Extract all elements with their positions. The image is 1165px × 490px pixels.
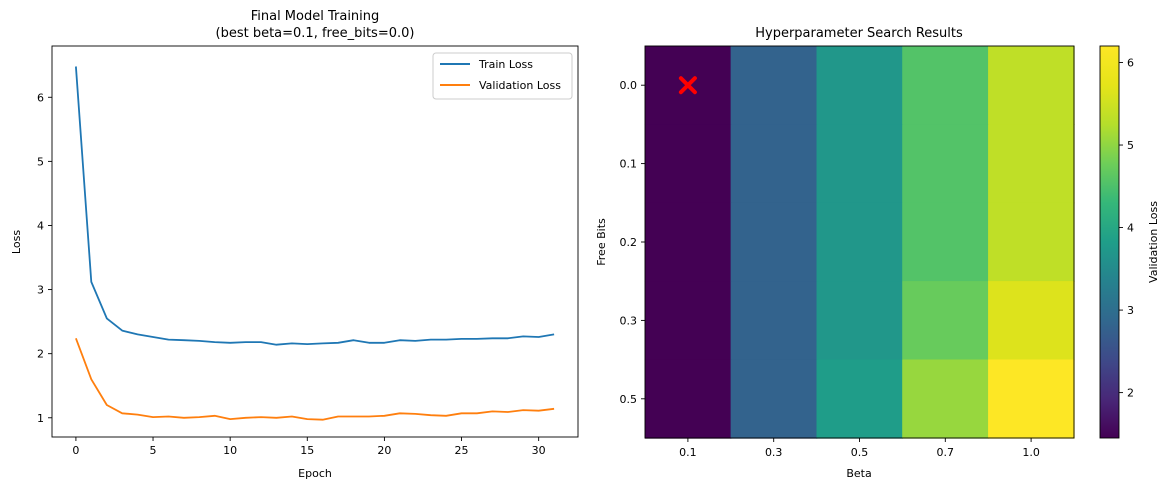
heatmap-cell [988,124,1075,204]
x-tick-label: 10 [223,444,237,457]
colorbar-ticks: 2 3 4 5 6 [1119,57,1134,400]
y-tick-label: 2 [37,348,44,361]
line-chart-x-label: Epoch [298,467,332,480]
hyperparameter-heatmap: Hyperparameter Search Results 0.1 0.3 0.5 0… [595,26,1075,480]
colorbar-label: Validation Loss [1147,201,1160,283]
line-chart-y-label: Loss [10,230,23,254]
colorbar-tick-label: 6 [1127,57,1134,70]
colorbar-gradient [1099,45,1120,439]
line-chart-legend: Train Loss Validation Loss [432,52,573,100]
heatmap-cell [988,359,1075,439]
heatmap-cell [730,202,818,282]
x-tick-label: 0 [72,444,79,457]
heatmap-title: Hyperparameter Search Results [755,26,963,41]
heatmap-y-tick-label: 0.0 [620,79,638,92]
heatmap-cell [730,124,818,204]
x-tick-label: 15 [300,444,314,457]
heatmap-cell [730,281,818,361]
x-tick-label: 5 [150,444,157,457]
x-tick-label: 30 [532,444,546,457]
colorbar-tick-label: 5 [1127,139,1134,152]
heatmap-x-tick-label: 0.1 [679,446,697,459]
heatmap-cell [644,281,732,361]
line-chart-subtitle: (best beta=0.1, free_bits=0.0) [216,26,415,41]
heatmap-y-tick-label: 0.3 [620,314,638,327]
heatmap-cell [902,359,989,439]
heatmap-cell [816,124,904,204]
heatmap-cell [816,281,904,361]
heatmap-y-ticks: 0.0 0.1 0.2 0.3 0.5 [620,79,645,406]
best-marker-stroke [678,76,697,95]
heatmap-cell [902,202,989,282]
heatmap-cell [644,359,732,439]
heatmap-x-tick-label: 1.0 [1022,446,1040,459]
heatmap-cell [902,45,989,126]
line-chart-plot-frame [51,45,579,438]
heatmap-y-tick-label: 0.1 [620,158,638,171]
line-chart-series [75,66,555,421]
legend-label-train: Train Loss [478,58,533,71]
heatmap-cell [816,45,904,126]
heatmap-cell [988,45,1075,126]
colorbar: 2 3 4 5 6 Validation Loss [1099,45,1160,439]
colorbar-tick-label: 2 [1127,387,1134,400]
heatmap-cells [644,45,1075,439]
heatmap-cell [816,202,904,282]
colorbar-tick-label: 3 [1127,304,1134,317]
colorbar-tick-label: 4 [1127,222,1134,235]
x-tick-label: 25 [455,444,469,457]
line-chart-y-ticks: 1 2 3 4 5 6 [37,91,52,425]
y-tick-label: 3 [37,284,44,297]
series-line-0 [75,66,555,346]
heatmap-x-tick-label: 0.7 [937,446,955,459]
heatmap-x-label: Beta [846,467,871,480]
series-line-1 [75,337,555,421]
y-tick-label: 4 [37,219,44,232]
training-loss-chart: Final Model Training (best beta=0.1, fre… [10,9,579,480]
heatmap-cell [902,281,989,361]
heatmap-cell [988,281,1075,361]
heatmap-cell [816,359,904,439]
heatmap-y-tick-label: 0.5 [620,393,638,406]
heatmap-cell [730,45,818,126]
y-tick-label: 1 [37,412,44,425]
y-tick-label: 5 [37,155,44,168]
line-chart-title: Final Model Training [251,9,380,24]
legend-label-validation: Validation Loss [479,79,561,92]
heatmap-cell [988,202,1075,282]
heatmap-cell [644,202,732,282]
heatmap-cell [644,124,732,204]
heatmap-x-tick-label: 0.5 [851,446,869,459]
heatmap-y-tick-label: 0.2 [620,236,638,249]
heatmap-x-tick-label: 0.3 [765,446,783,459]
best-marker [678,76,697,95]
heatmap-x-ticks: 0.1 0.3 0.5 0.7 1.0 [679,438,1040,459]
line-chart-x-ticks: 0 5 10 15 20 25 30 [72,437,546,457]
heatmap-cell [730,359,818,439]
x-tick-label: 20 [377,444,391,457]
heatmap-y-label: Free Bits [595,218,608,266]
heatmap-cell [902,124,989,204]
y-tick-label: 6 [37,91,44,104]
